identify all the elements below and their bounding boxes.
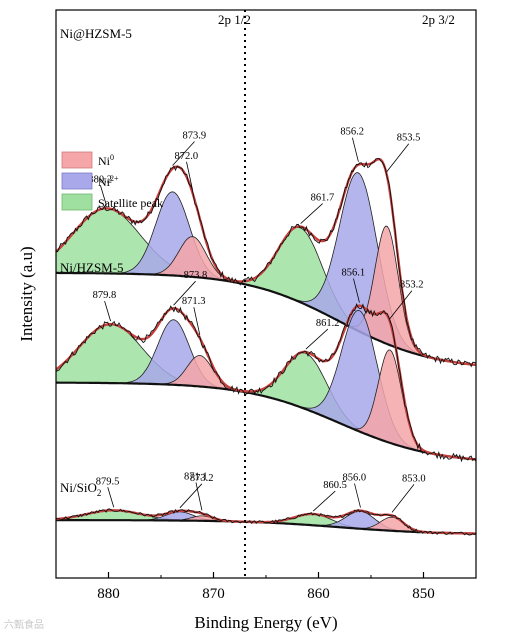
region-label-2p12: 2p 1/2 bbox=[218, 12, 251, 27]
plot-area: 880.2 873.9 872.0 861.7 856.2 853.5 879.8 873.8… bbox=[55, 127, 477, 536]
peak-label-arrow-0-3 bbox=[300, 203, 323, 224]
peak-label-arrow-2-2 bbox=[195, 482, 203, 511]
peak-label-arrow-1-4 bbox=[353, 278, 360, 303]
legend-swatch-ni2 bbox=[61, 172, 93, 190]
peak-label-0-3: 861.7 bbox=[311, 193, 335, 204]
panel-name-2: Ni/SiO2 bbox=[60, 480, 101, 498]
peak-label-2-5: 853.0 bbox=[402, 473, 426, 484]
peak-label-2-0: 879.5 bbox=[96, 476, 120, 487]
peak-label-2-4: 856.0 bbox=[343, 473, 367, 484]
x-tick-label-0: 880 bbox=[97, 586, 120, 602]
peak-label-1-4: 856.1 bbox=[341, 268, 365, 279]
legend-label-ni2: Ni2+ bbox=[98, 174, 119, 189]
peak-label-arrow-0-4 bbox=[352, 137, 359, 162]
x-tick-label-3: 850 bbox=[412, 586, 435, 602]
legend-swatch-satellite bbox=[61, 193, 93, 211]
peak-label-arrow-2-1 bbox=[179, 483, 203, 509]
background-line-1 bbox=[56, 381, 477, 461]
peak-label-arrow-0-0 bbox=[100, 185, 107, 206]
peak-label-arrow-0-1 bbox=[172, 141, 195, 166]
raw-spectrum-2 bbox=[55, 508, 477, 536]
peak-label-0-4: 856.2 bbox=[340, 127, 364, 138]
peak-label-1-0: 879.8 bbox=[93, 290, 117, 301]
peak-label-0-0: 880.2 bbox=[88, 174, 112, 185]
peak-label-2-1: 873.2 bbox=[190, 473, 214, 484]
x-tick-label-2: 860 bbox=[307, 586, 330, 602]
peak-label-2-3: 860.5 bbox=[323, 480, 347, 491]
peak-label-1-3: 861.2 bbox=[316, 318, 340, 329]
raw-spectrum-0 bbox=[55, 158, 477, 368]
x-axis: 880 870 860 850 bbox=[55, 572, 477, 602]
legend-label-satellite: Satellite peak bbox=[98, 196, 163, 210]
peak-label-arrow-1-2 bbox=[193, 307, 201, 336]
peak-label-arrow-2-5 bbox=[391, 484, 415, 513]
background-line-0 bbox=[56, 271, 477, 366]
watermark: 六甄食品 bbox=[4, 620, 44, 631]
raw-spectrum-1 bbox=[55, 302, 477, 463]
peak-label-1-2: 871.3 bbox=[182, 296, 206, 307]
peak-label-0-2: 872.0 bbox=[175, 151, 199, 162]
peak-label-arrow-2-4 bbox=[354, 483, 361, 508]
legend-swatch-ni0 bbox=[61, 151, 93, 169]
peak-label-1-5: 853.2 bbox=[400, 280, 424, 291]
peak-label-0-1: 873.9 bbox=[183, 131, 207, 142]
panel-name-0: Ni@HZSM-5 bbox=[60, 26, 132, 41]
x-axis-label: Binding Energy (eV) bbox=[194, 613, 337, 632]
peak-label-arrow-1-1 bbox=[173, 280, 196, 306]
peak-label-arrow-2-0 bbox=[107, 487, 115, 508]
peak-label-arrow-2-3 bbox=[312, 490, 336, 512]
peak-label-arrow-0-5 bbox=[386, 143, 410, 172]
peak-label-arrow-1-0 bbox=[104, 301, 111, 322]
peak-label-arrow-1-5 bbox=[389, 290, 413, 319]
legend-label-ni0: Ni0 bbox=[98, 153, 114, 168]
peak-label-0-5: 853.5 bbox=[397, 133, 421, 144]
peak-label-1-1: 873.8 bbox=[184, 270, 208, 281]
peak-label-2-2: 871.1 bbox=[184, 471, 208, 482]
panel-name-1: Ni/HZSM-5 bbox=[60, 260, 124, 275]
y-axis-label: Intensity (a.u) bbox=[17, 246, 36, 341]
legend: Ni0 Ni2+ Satellite peak bbox=[61, 151, 163, 211]
x-tick-label-1: 870 bbox=[202, 586, 225, 602]
peak-label-arrow-1-3 bbox=[305, 328, 329, 350]
peak-label-arrow-0-2 bbox=[186, 161, 193, 190]
region-label-2p32: 2p 3/2 bbox=[422, 12, 455, 27]
